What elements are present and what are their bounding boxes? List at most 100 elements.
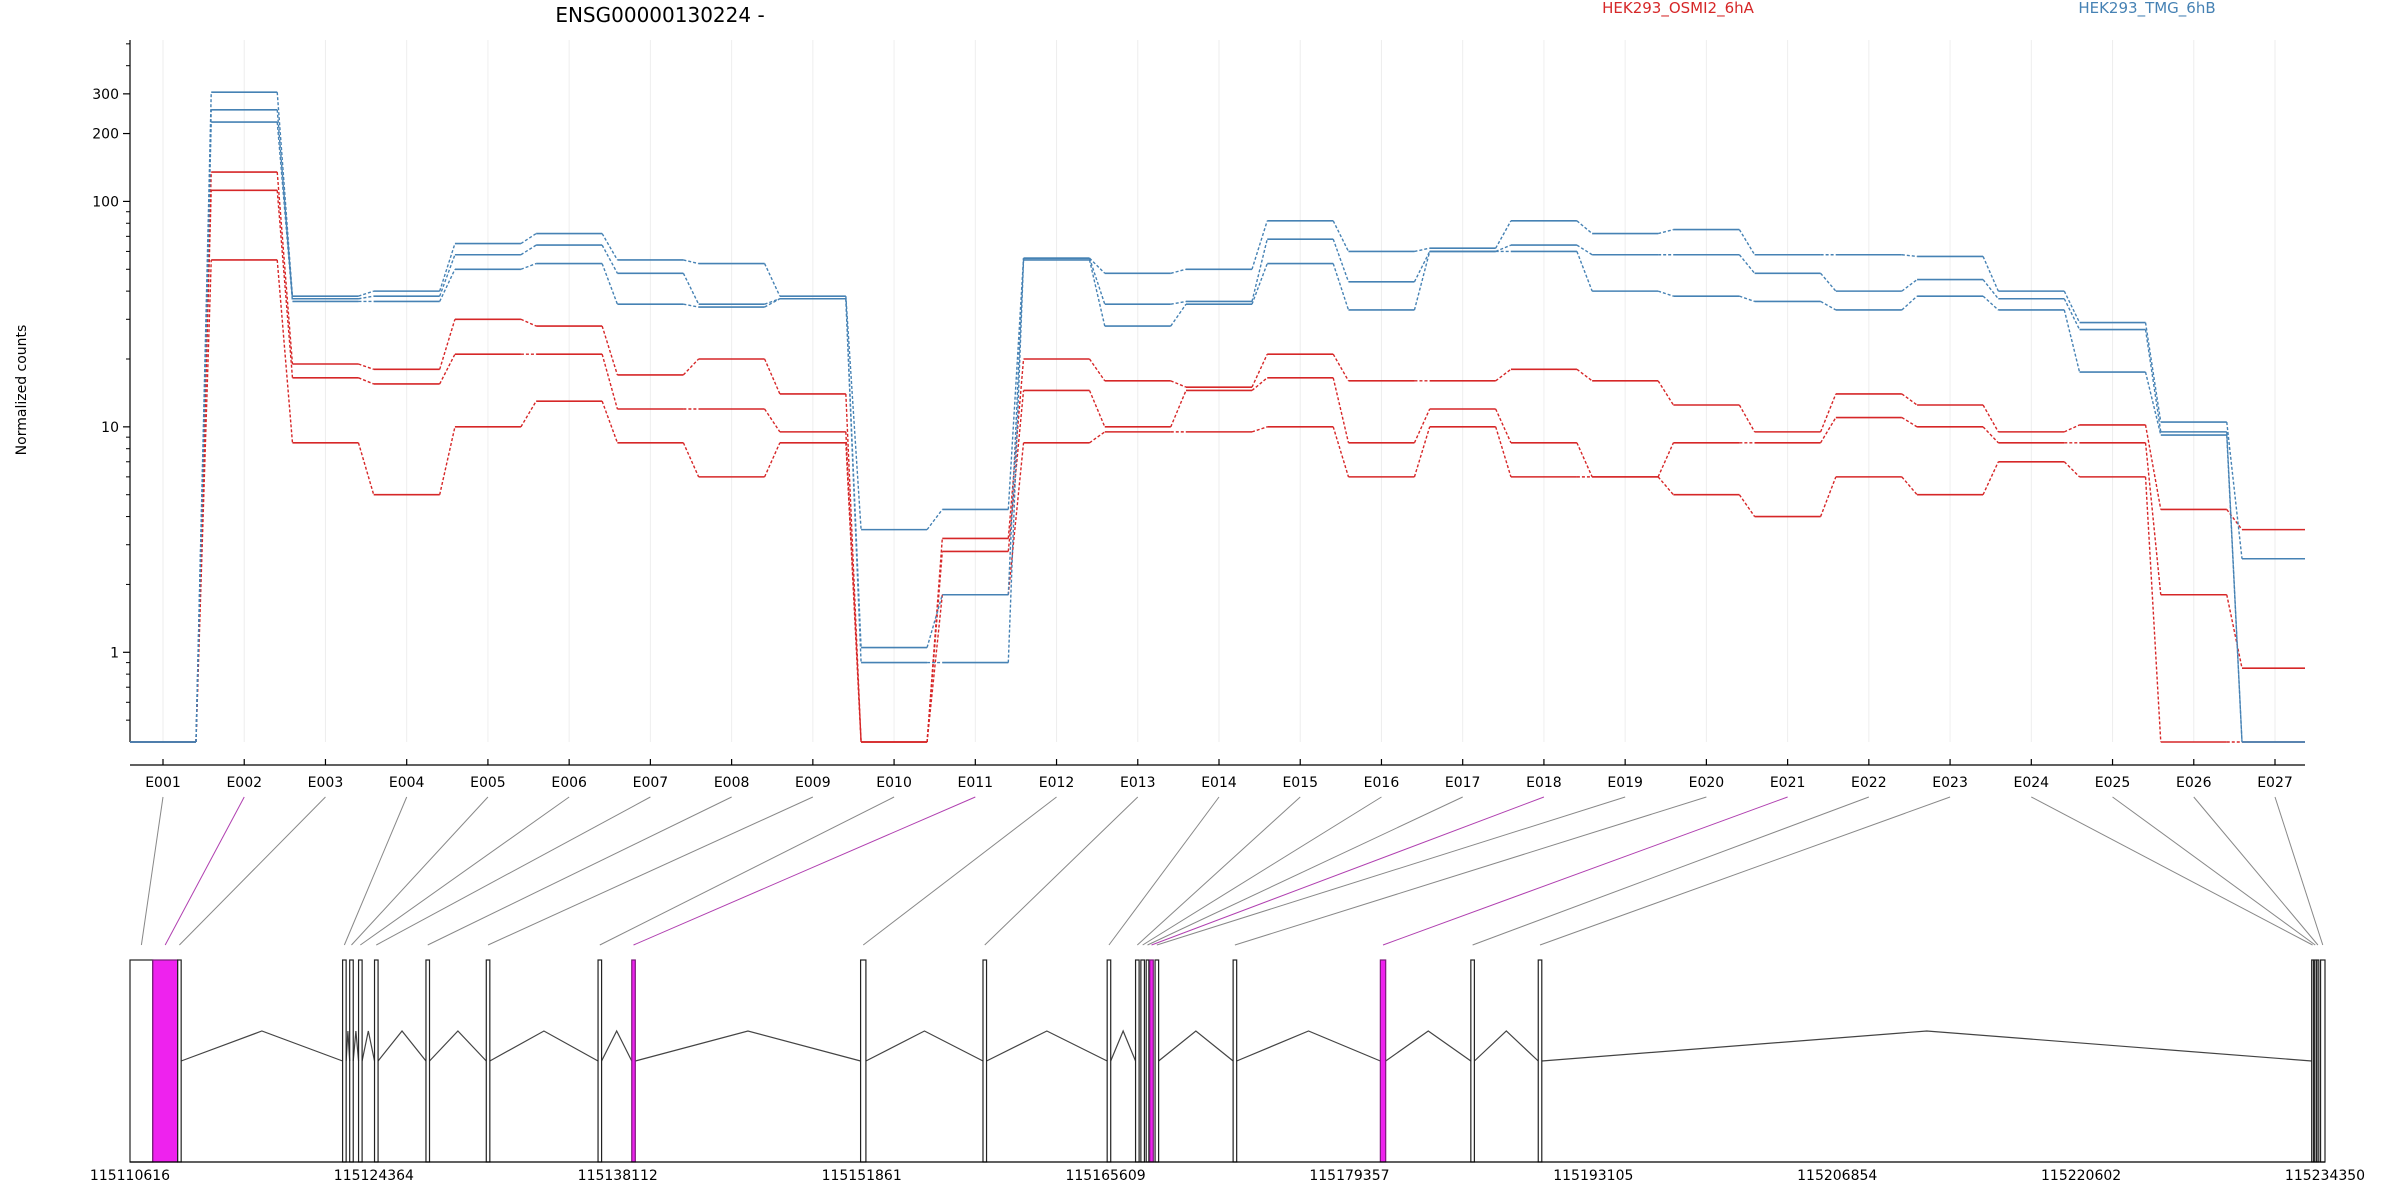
connector-E001 [140,796,164,946]
x-tick-label-E018: E018 [1526,775,1562,791]
exon-bin-E013 [982,959,988,1163]
bin-transition [601,263,619,305]
bin-transition [1413,408,1431,444]
y-tick-label: 200 [92,127,119,143]
bin-transition [763,358,781,395]
bin-transition [2144,329,2162,432]
exon-bin-E016 [1140,959,1146,1163]
x-axis-exon-bins: E001 E002 E003 E004 E005 E006 E007 E008 E009 E010… [130,759,2305,791]
bin-transition [1738,254,1756,274]
bin-transition [764,408,781,433]
bin-transition [2144,322,2162,423]
bin-transition [1007,259,1025,663]
bin-transition [276,171,294,365]
bin-transition [1332,263,1350,311]
genome-tick-label: 115151861 [822,1168,902,1184]
connector-E020 [1234,796,1707,946]
bin-transition [763,442,781,478]
bin-transition [1819,476,1837,517]
connector-E011 [633,796,976,946]
intron-line [1236,1030,1381,1062]
series-2 [130,189,2305,743]
bin-transition [683,259,699,265]
x-tick-label-E019: E019 [1607,775,1643,791]
bin-transition [1007,358,1025,539]
connector-E008 [427,796,732,946]
bin-transition [439,268,456,302]
bin-transition [1576,368,1593,382]
connector-E015 [1136,796,1301,946]
genome-tick-label: 115124364 [334,1168,414,1184]
bin-transition [1088,257,1106,305]
bin-transition [1901,393,1918,406]
bin-transition [1901,476,1918,496]
y-tick-label: 1 [110,645,119,661]
connector-E004 [343,796,408,946]
bin-transition [1657,380,1674,406]
x-tick-label-E011: E011 [958,775,994,791]
exon-bin-E021 [1379,959,1387,1163]
bin-transition [2226,509,2243,531]
bin-transition [1738,229,1756,256]
bin-transition [1657,228,1674,235]
bin-transition [358,295,374,300]
bin-transition [520,262,537,270]
series-1 [130,171,2305,743]
y-axis: 1 10 100 200 300 [92,40,131,742]
exon-bin-E009 [485,959,491,1163]
bin-transition [1495,408,1512,444]
bin-transition [520,318,537,327]
bin-transition [1251,426,1268,433]
intron-line [1110,1029,1137,1062]
connector-E002 [164,796,245,946]
bin-transition [1982,461,1999,496]
exon-bin-E022 [1470,959,1475,1163]
intron-line [489,1030,599,1062]
intron-line [1541,1030,2312,1062]
bin-transition [1901,416,1918,428]
bin-transition [439,243,456,292]
exon-bin-E023 [1537,959,1543,1163]
bin-transition [276,121,294,302]
bin-transition [2144,424,2162,510]
connector-E010 [599,796,895,946]
exon-bin-E019 [1154,959,1160,1163]
connector-E021 [1382,796,1788,946]
exon-bin-E027 [2319,959,2326,1163]
x-tick-label-E014: E014 [1201,775,1237,791]
x-tick-label-E016: E016 [1364,775,1400,791]
bin-transition [1170,390,1187,428]
bin-transition [1901,295,1918,311]
bin-transition [1170,300,1187,305]
bin-transition [1820,300,1837,311]
bin-transition [1332,426,1350,478]
bin-transition [2063,290,2081,323]
series-5 [130,108,2305,743]
chart-title: ENSG00000130224 - [555,3,764,27]
y-tick-label: 10 [101,420,119,436]
intron-line [180,1030,343,1062]
genome-tick-label: 115193105 [1553,1168,1633,1184]
bin-transition [1088,259,1106,327]
bin-transition [358,377,374,385]
genome-tick-label: 115179357 [1309,1168,1389,1184]
bin-transition [1576,244,1593,256]
exon-bin-E012 [859,959,867,1163]
x-tick-label-E007: E007 [633,775,669,791]
legend-entry-osmi2: HEK293_OSMI2_6hA [1602,0,1755,18]
bin-transition [2063,461,2081,478]
bin-transition [601,400,619,444]
bin-transition [1089,431,1106,444]
intron-line [1473,1030,1539,1062]
bin-transition [1170,380,1187,388]
bin-transition [1495,244,1512,253]
bin-transition [1413,251,1431,311]
x-tick-label-E026: E026 [2176,775,2212,791]
x-tick-label-E020: E020 [1689,775,1725,791]
bin-transition [2144,442,2162,595]
bin-transition [2063,309,2081,373]
bin-transition [1657,442,1675,478]
bin-transition [601,325,619,376]
bin-transition [520,400,537,428]
connector-E012 [862,796,1057,946]
